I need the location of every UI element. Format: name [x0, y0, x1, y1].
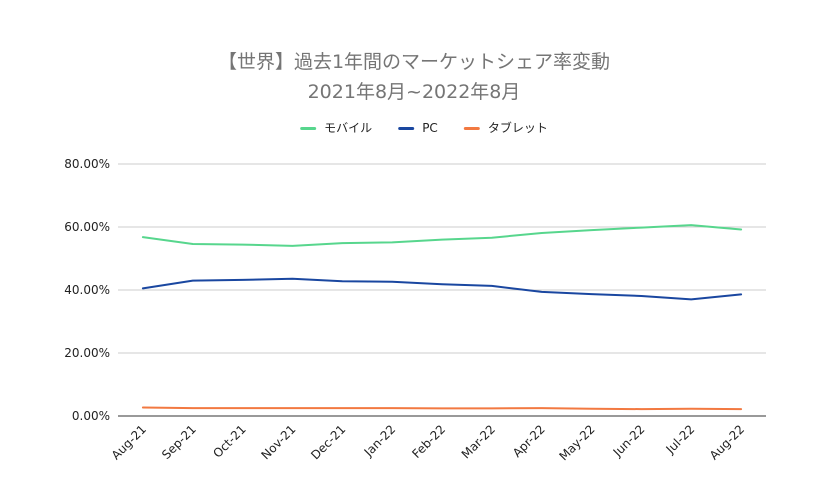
y-tick-label: 40.00% [64, 283, 110, 297]
x-tick-label: Mar-22 [459, 422, 498, 461]
legend-swatch [398, 127, 415, 130]
y-tick-label: 20.00% [64, 346, 110, 360]
legend-label: タブレット [488, 120, 548, 135]
x-tick-label: Aug-21 [109, 422, 149, 462]
y-tick-label: 60.00% [64, 220, 110, 234]
series-line [141, 224, 743, 247]
x-tick-label: Nov-21 [258, 422, 298, 462]
legend-swatch [463, 127, 480, 130]
y-tick-label: 0.00% [72, 409, 110, 423]
legend: モバイル PC タブレット [300, 120, 548, 135]
chart-title: 【世界】過去1年間のマーケットシェア率変動 [218, 51, 610, 73]
legend-swatch [300, 127, 317, 130]
series-line [141, 277, 743, 301]
x-tick-label: Sep-21 [159, 422, 199, 462]
series-lines [141, 224, 743, 411]
x-tick-label: Jun-22 [610, 422, 648, 460]
chart-subtitle: 2021年8月~2022年8月 [308, 81, 521, 103]
y-axis-ticks: 0.00% 20.00% 40.00% 60.00% 80.00% [64, 157, 110, 423]
x-tick-label: Apr-22 [510, 422, 548, 460]
x-tick-label: Feb-22 [409, 422, 448, 461]
x-tick-label: Aug-22 [707, 422, 747, 462]
legend-item: タブレット [463, 120, 548, 135]
legend-label: モバイル [324, 121, 372, 135]
x-axis-ticks: Aug-21 Sep-21 Oct-21 Nov-21 Dec-21 Jan-22 Feb-… [109, 422, 747, 463]
series-line [141, 406, 743, 411]
x-tick-label: Jan-22 [361, 422, 399, 460]
legend-label: PC [422, 121, 438, 135]
gridlines [118, 163, 766, 417]
legend-item: PC [398, 121, 438, 135]
x-tick-label: Dec-21 [308, 422, 348, 462]
x-tick-label: Jul-22 [663, 422, 698, 457]
x-tick-label: Oct-21 [210, 422, 248, 460]
y-tick-label: 80.00% [64, 157, 110, 171]
x-tick-label: May-22 [557, 422, 598, 463]
legend-item: モバイル [300, 121, 372, 135]
